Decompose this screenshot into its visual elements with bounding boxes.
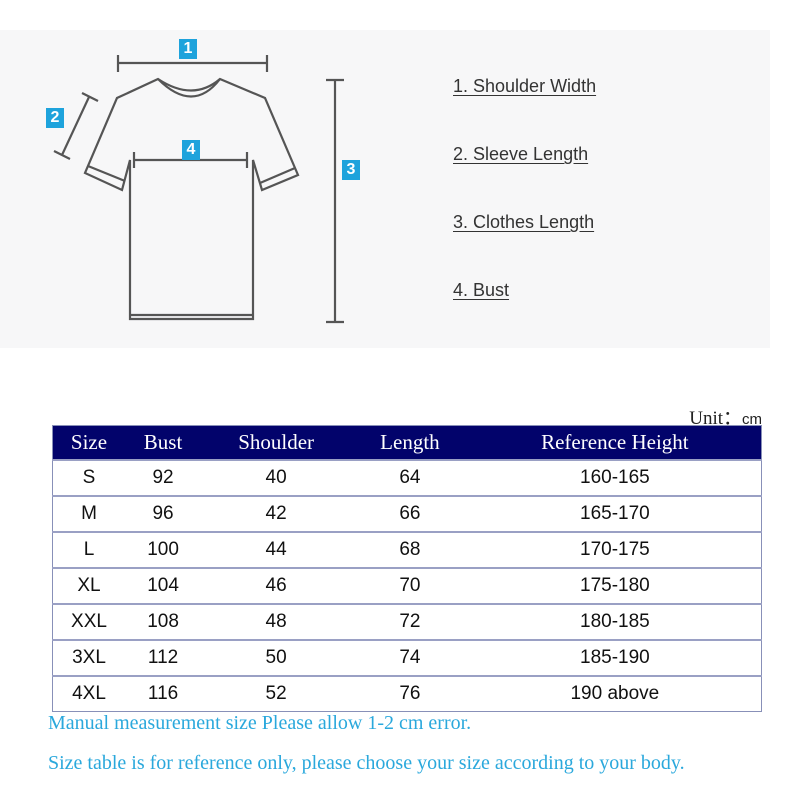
table-cell: 104 — [124, 567, 202, 604]
table-cell: 44 — [201, 531, 352, 568]
badge-4: 4 — [182, 140, 200, 160]
table-cell: 4XL — [52, 675, 125, 712]
column-header: Shoulder — [201, 425, 352, 460]
table-row: L 100 44 68 170-175 — [52, 531, 762, 568]
table-cell: 100 — [124, 531, 202, 568]
unit-label: Unit：cm — [689, 403, 762, 430]
column-header: Size — [52, 425, 125, 460]
table-cell: XL — [52, 567, 125, 604]
measurement-note: Manual measurement size Please allow 1-2… — [48, 712, 472, 734]
table-cell: 108 — [124, 603, 202, 640]
table-cell: 190 above — [468, 675, 762, 712]
table-cell: 42 — [201, 495, 352, 532]
table-cell: XXL — [52, 603, 125, 640]
column-header: Bust — [124, 425, 202, 460]
table-row: 3XL 112 50 74 185-190 — [52, 639, 762, 676]
column-header: Length — [351, 425, 469, 460]
table-cell: 46 — [201, 567, 352, 604]
table-row: M 96 42 66 165-170 — [52, 495, 762, 532]
table-cell: 40 — [201, 459, 352, 496]
reference-note: Size table is for reference only, please… — [48, 752, 685, 774]
table-cell: 170-175 — [468, 531, 762, 568]
badge-2: 2 — [46, 108, 64, 128]
table-cell: 3XL — [52, 639, 125, 676]
badge-3: 3 — [342, 160, 360, 180]
legend-sleeve-length: 2. Sleeve Length — [453, 144, 589, 164]
table-row: XXL 108 48 72 180-185 — [52, 603, 762, 640]
column-header: Reference Height — [468, 425, 762, 460]
legend-shoulder-width: 1. Shoulder Width — [453, 76, 597, 96]
table-cell: 185-190 — [468, 639, 762, 676]
table-cell: 74 — [351, 639, 469, 676]
table-cell: 66 — [351, 495, 469, 532]
unit-label-text: Unit： — [689, 408, 742, 429]
table-cell: 50 — [201, 639, 352, 676]
table-cell: 68 — [351, 531, 469, 568]
unit-value: cm — [742, 411, 762, 428]
table-cell: 92 — [124, 459, 202, 496]
table-cell: 70 — [351, 567, 469, 604]
table-cell: 72 — [351, 603, 469, 640]
badge-1: 1 — [179, 39, 197, 59]
table-cell: M — [52, 495, 125, 532]
size-table: Size Bust Shoulder Length Reference Height S… — [52, 425, 762, 712]
table-cell: 160-165 — [468, 459, 762, 496]
table-cell: 96 — [124, 495, 202, 532]
table-cell: 48 — [201, 603, 352, 640]
table-cell: 116 — [124, 675, 202, 712]
table-cell: L — [52, 531, 125, 568]
table-cell: 52 — [201, 675, 352, 712]
table-cell: 76 — [351, 675, 469, 712]
table-cell: 165-170 — [468, 495, 762, 532]
table-row: XL 104 46 70 175-180 — [52, 567, 762, 604]
tshirt-outline-icon — [53, 55, 344, 324]
legend-clothes-length: 3. Clothes Length — [453, 212, 595, 232]
tshirt-measurement-diagram: 1 2 3 4 1. Shoulder Width 2. Sleeve Leng… — [0, 30, 770, 348]
table-row: 4XL 116 52 76 190 above — [52, 675, 762, 712]
table-row: S 92 40 64 160-165 — [52, 459, 762, 496]
table-header: Size Bust Shoulder Length Reference Height — [52, 425, 762, 460]
table-cell: 180-185 — [468, 603, 762, 640]
table-cell: 64 — [351, 459, 469, 496]
table-cell: 112 — [124, 639, 202, 676]
table-cell: 175-180 — [468, 567, 762, 604]
table-cell: S — [52, 459, 125, 496]
legend-bust: 4. Bust — [453, 280, 510, 300]
